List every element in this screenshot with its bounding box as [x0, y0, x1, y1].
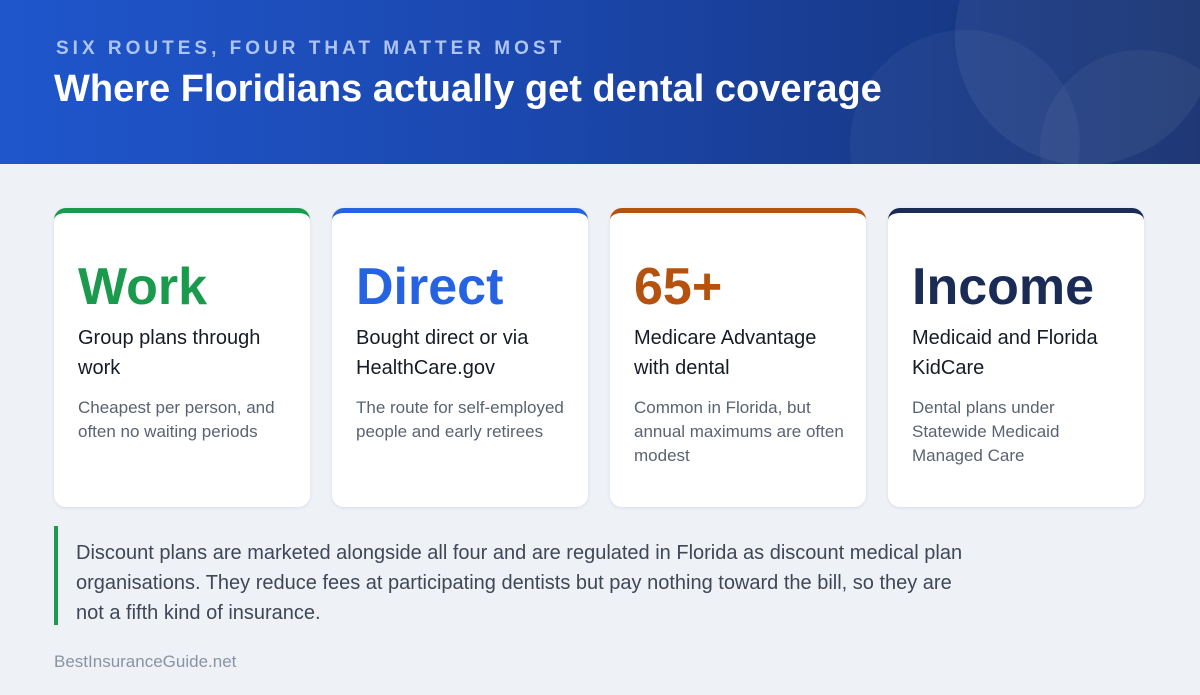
card-subtitle: Medicaid and Florida KidCare: [912, 327, 1098, 379]
coverage-cards: Work Group plans through work Cheapest p…: [54, 208, 1144, 507]
card-income: Income Medicaid and Florida KidCare Dent…: [888, 208, 1144, 507]
card-subtitle: Group plans through work: [78, 327, 261, 379]
card-description: Dental plans under Statewide Medicaid Ma…: [912, 398, 1060, 465]
card-work: Work Group plans through work Cheapest p…: [54, 208, 310, 507]
card-direct: Direct Bought direct or via HealthCare.g…: [332, 208, 588, 507]
card-subtitle: Bought direct or via HealthCare.gov: [356, 327, 529, 379]
card-heading: 65+: [634, 258, 723, 316]
card-description: Cheapest per person, and often no waitin…: [78, 398, 275, 441]
card-description: The route for self-employed people and e…: [356, 398, 564, 441]
page-title: Where Floridians actually get dental cov…: [54, 68, 882, 110]
eyebrow-text: SIX ROUTES, FOUR THAT MATTER MOST: [56, 38, 566, 59]
card-heading: Income: [912, 258, 1095, 316]
discount-plans-note: Discount plans are marketed alongside al…: [54, 526, 974, 625]
card-heading: Work: [78, 258, 208, 316]
header-banner: SIX ROUTES, FOUR THAT MATTER MOST Where …: [0, 0, 1200, 164]
card-description: Common in Florida, but annual maximums a…: [634, 398, 844, 465]
card-heading: Direct: [356, 258, 504, 316]
card-65-plus: 65+ Medicare Advantage with dental Commo…: [610, 208, 866, 507]
card-subtitle: Medicare Advantage with dental: [634, 327, 817, 379]
source-credit: BestInsuranceGuide.net: [54, 652, 237, 671]
